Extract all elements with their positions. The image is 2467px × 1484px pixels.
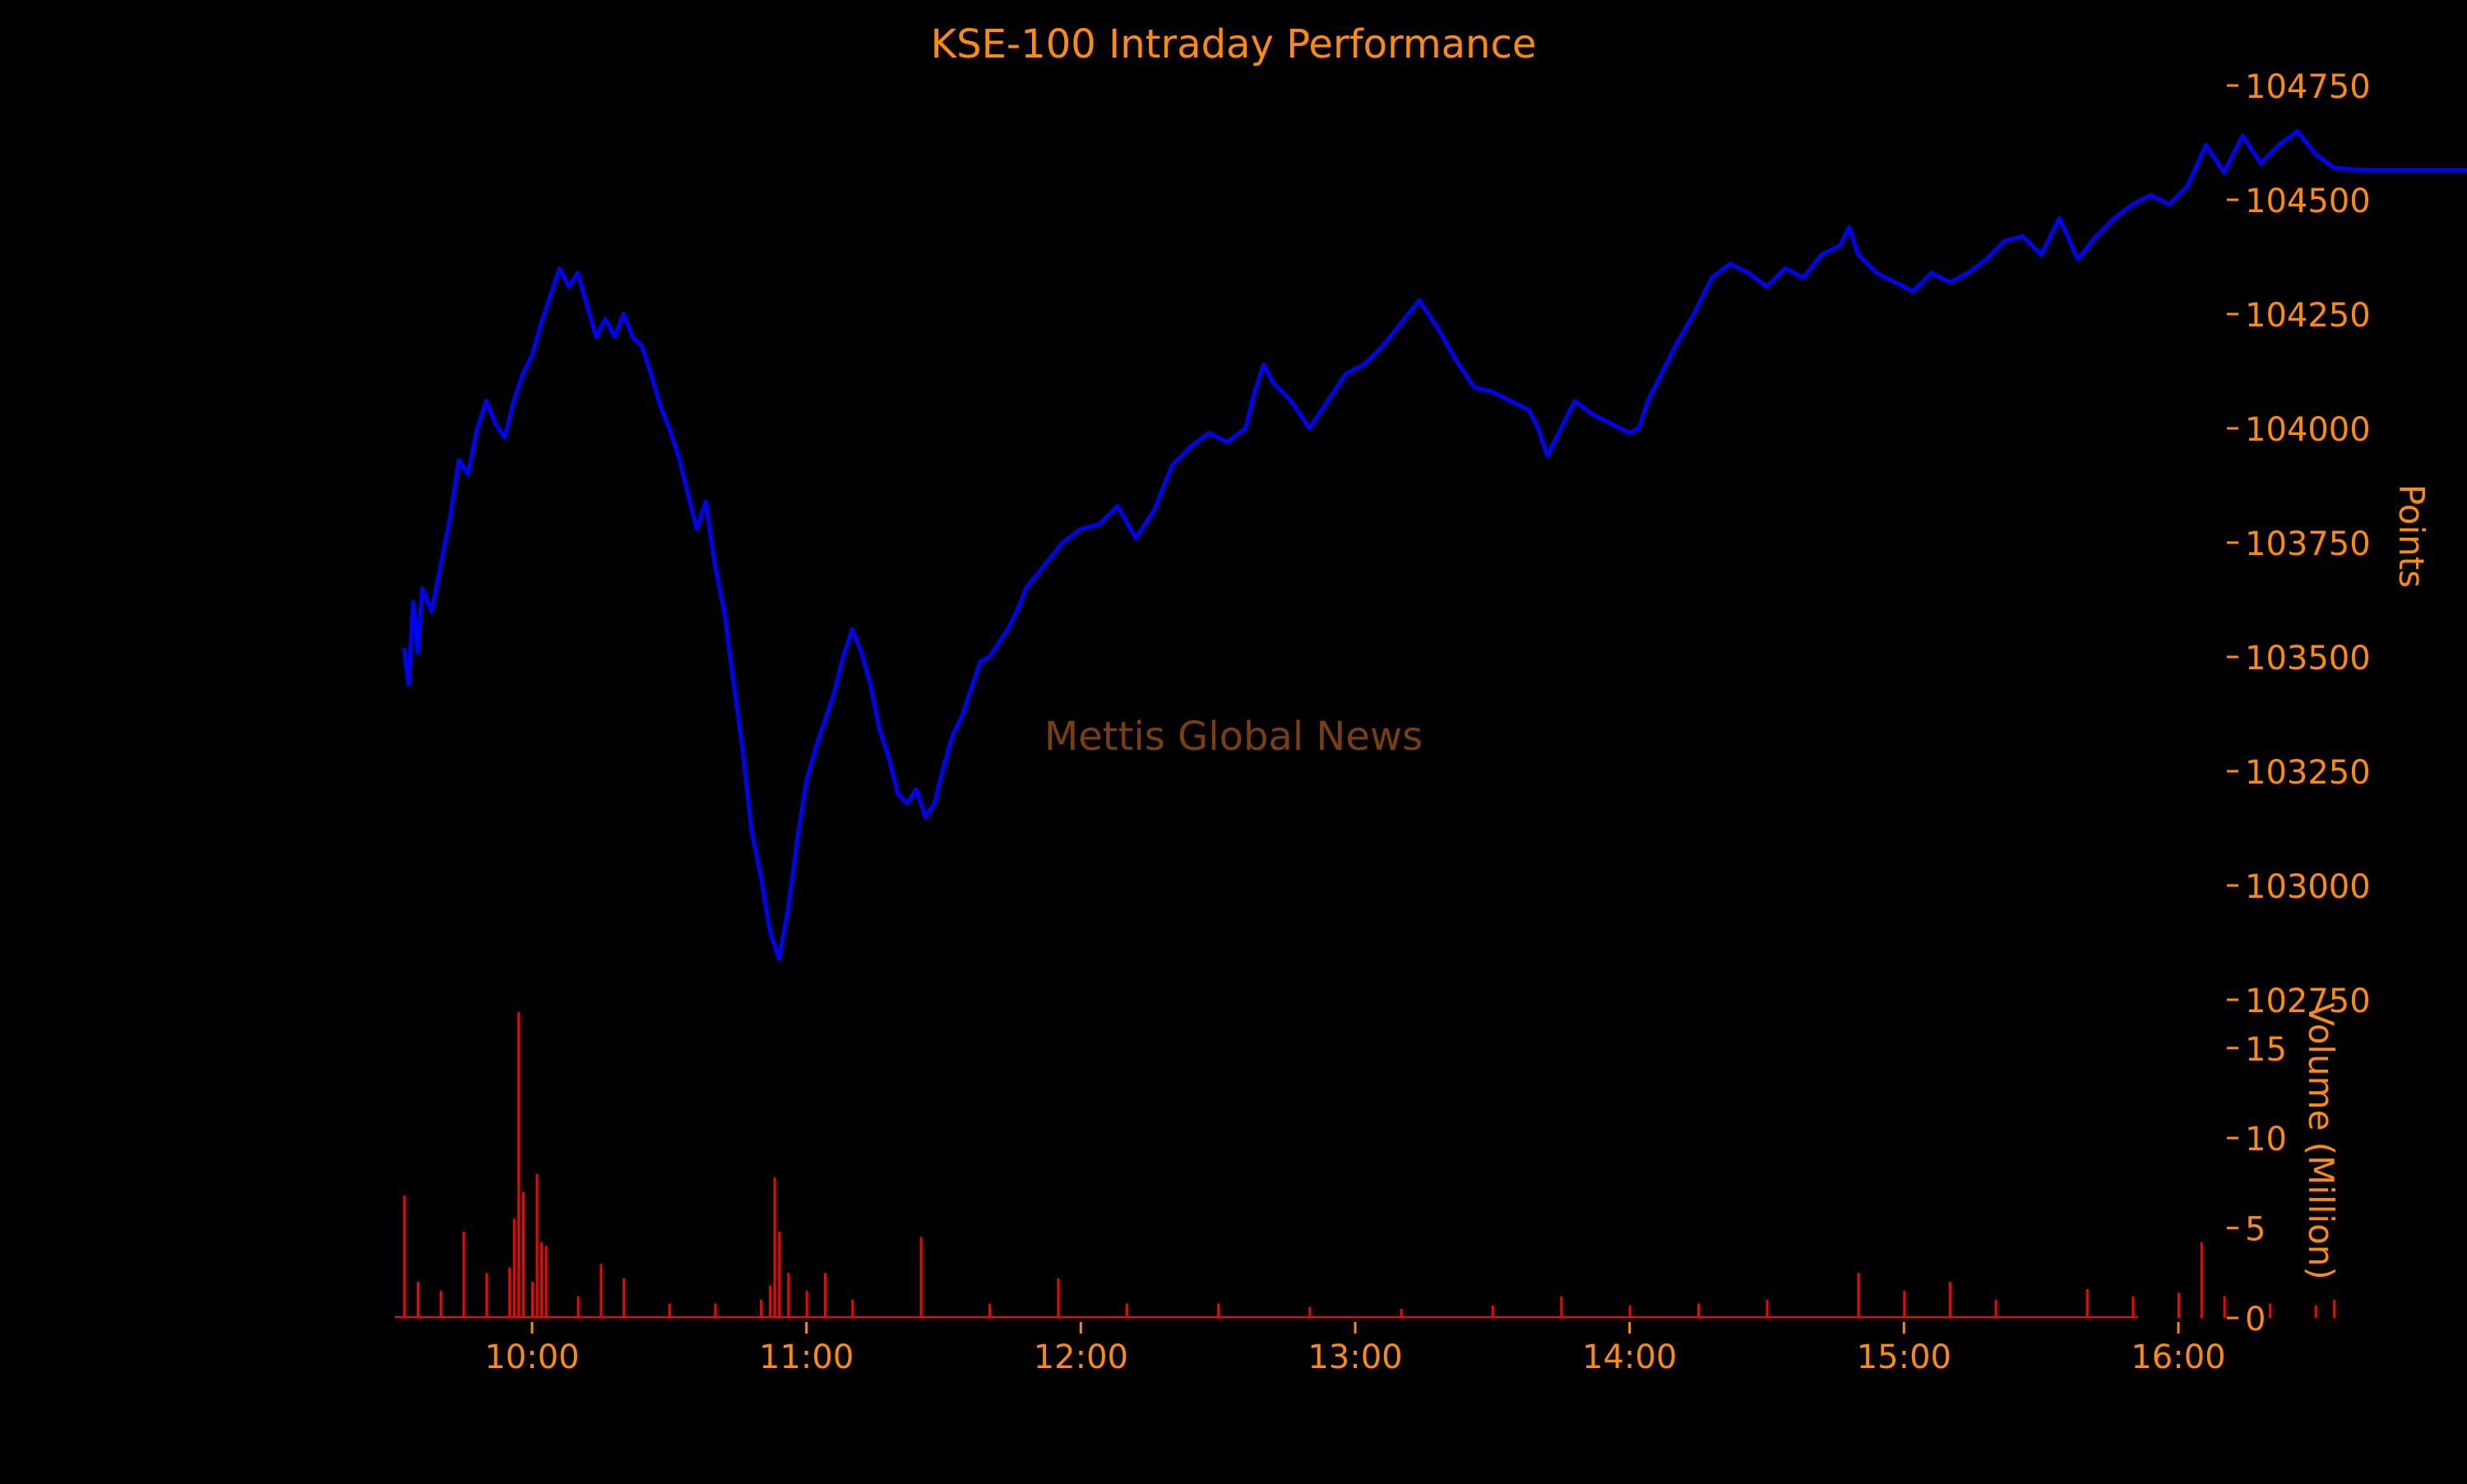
volume-bar [1994, 1300, 1997, 1318]
volume-axis: 0 5 10 15 [2227, 1031, 2287, 1338]
volume-bar [668, 1303, 671, 1318]
volume-bar [517, 1012, 521, 1318]
volume-bar [988, 1303, 992, 1318]
volume-bar [760, 1300, 763, 1318]
volume-bar [544, 1246, 548, 1318]
price-axis: 102750 103000 103250 103500 103750 104000 1042… [2227, 68, 2371, 1020]
x-tick-label: 10:00 [484, 1338, 579, 1376]
volume-bar [919, 1237, 923, 1318]
volume-bar [1400, 1309, 1403, 1318]
series-line-kse100 [401, 129, 2467, 961]
volume-bar [778, 1232, 781, 1318]
volume-bar [1903, 1291, 1906, 1318]
volume-tick-label: 15 [2245, 1031, 2287, 1069]
volume-bar [2314, 1305, 2317, 1318]
volume-bar [1628, 1305, 1632, 1318]
volume-bar [1766, 1300, 1769, 1318]
volume-bar [2178, 1292, 2180, 1318]
x-tick-label: 12:00 [1034, 1338, 1128, 1376]
volume-bar [1308, 1306, 1312, 1318]
x-tick-label: 11:00 [759, 1338, 854, 1376]
volume-bar [2333, 1300, 2336, 1318]
volume-bar [531, 1282, 534, 1318]
volume-bar [512, 1218, 516, 1318]
volume-bar [1057, 1278, 1060, 1318]
volume-tick-label: 10 [2245, 1121, 2287, 1158]
watermark-text: Mettis Global News [1044, 714, 1423, 760]
volume-bar [714, 1303, 717, 1318]
volume-bar [2085, 1289, 2089, 1318]
price-tick-label: 104250 [2245, 297, 2371, 335]
volume-bar [1217, 1303, 1220, 1318]
price-tick-label: 103500 [2245, 640, 2371, 677]
volume-bar [2223, 1296, 2226, 1318]
volume-bar [462, 1232, 465, 1318]
volume-bar [823, 1273, 826, 1318]
volume-tick-label: 0 [2245, 1301, 2266, 1338]
volume-axis-label: Volume (Million) [2301, 1002, 2341, 1280]
volume-bar [769, 1285, 772, 1318]
volume-bar [508, 1267, 511, 1318]
price-tick-label: 103000 [2245, 868, 2371, 906]
x-tick-label: 16:00 [2131, 1338, 2225, 1376]
x-tick-label: 15:00 [1857, 1338, 1951, 1376]
volume-bar [805, 1291, 808, 1318]
volume-bar [1491, 1305, 1494, 1318]
volume-bar [2131, 1296, 2135, 1318]
volume-bar [540, 1242, 544, 1318]
volume-bar [851, 1300, 854, 1318]
volume-bar [417, 1282, 419, 1318]
price-tick-label: 104750 [2245, 68, 2371, 106]
price-tick-label: 103250 [2245, 754, 2371, 792]
volume-bar [1948, 1282, 1951, 1318]
volume-bar [521, 1191, 525, 1318]
x-tick-label: 13:00 [1308, 1338, 1402, 1376]
volume-bar [2269, 1303, 2272, 1318]
price-tick-label: 102750 [2245, 982, 2371, 1020]
volume-bar [439, 1291, 442, 1318]
volume-bar [1697, 1303, 1701, 1318]
volume-bar [2200, 1242, 2203, 1318]
volume-bar [623, 1278, 626, 1318]
x-tick-label: 14:00 [1582, 1338, 1677, 1376]
price-tick-label: 103750 [2245, 525, 2371, 563]
volume-bar [485, 1273, 488, 1318]
price-axis-label: Points [2391, 484, 2432, 588]
price-tick-label: 104000 [2245, 411, 2371, 449]
volume-bar [787, 1273, 790, 1318]
x-axis: 10:00 11:00 12:00 13:00 14:00 15:00 16:00 [484, 1322, 2226, 1376]
volume-bar [599, 1264, 603, 1318]
volume-bar [576, 1296, 580, 1318]
volume-bar [1560, 1296, 1563, 1318]
chart-title: KSE-100 Intraday Performance [931, 21, 1537, 67]
volume-bar [773, 1177, 776, 1318]
volume-bar [1125, 1303, 1128, 1318]
volume-bars [403, 1012, 2336, 1318]
volume-tick-label: 5 [2245, 1211, 2266, 1249]
volume-bar [1857, 1273, 1860, 1318]
volume-bar [403, 1195, 406, 1318]
volume-bar [535, 1173, 539, 1318]
price-tick-label: 104500 [2245, 183, 2371, 220]
